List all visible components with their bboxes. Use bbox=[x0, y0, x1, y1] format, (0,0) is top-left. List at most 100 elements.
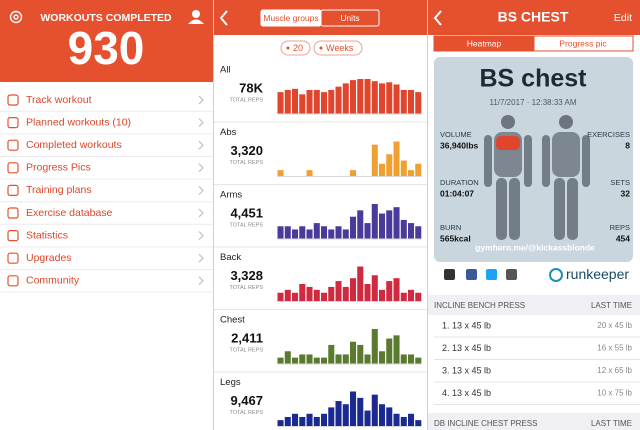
bar bbox=[379, 404, 386, 427]
summary-card bbox=[434, 57, 633, 262]
menu-item[interactable]: Upgrades bbox=[26, 252, 72, 264]
total-caption: TOTAL REPS bbox=[229, 97, 263, 103]
bar bbox=[400, 416, 407, 427]
divider bbox=[213, 0, 214, 430]
settings-icon[interactable] bbox=[9, 10, 23, 24]
tab[interactable] bbox=[320, 9, 380, 27]
bar bbox=[342, 83, 349, 114]
menu-icon bbox=[7, 139, 19, 151]
menu-item[interactable]: Planned workouts (10) bbox=[26, 116, 131, 128]
stat-value: 8 bbox=[625, 140, 630, 150]
set-entry[interactable]: 4. 13 x 45 lb bbox=[442, 388, 491, 398]
filter-pill[interactable] bbox=[313, 40, 363, 56]
menu-item[interactable]: Community bbox=[26, 275, 80, 287]
set-entry[interactable]: 3. 13 x 45 lb bbox=[442, 365, 491, 375]
menu-item[interactable]: Track workout bbox=[26, 94, 92, 106]
bar bbox=[284, 351, 291, 364]
last-set: 20 x 45 lb bbox=[597, 321, 632, 330]
edit-button[interactable]: Edit bbox=[614, 12, 632, 24]
bar bbox=[350, 216, 357, 239]
bar bbox=[350, 391, 357, 427]
brand-logo bbox=[549, 268, 563, 282]
bar bbox=[335, 401, 342, 427]
bar bbox=[393, 207, 400, 239]
total-caption: TOTAL REPS bbox=[229, 160, 263, 166]
stat-label: DURATION bbox=[440, 178, 479, 187]
bar bbox=[292, 88, 299, 114]
bar bbox=[328, 89, 335, 114]
bar bbox=[306, 413, 313, 427]
workout-name: BS chest bbox=[480, 65, 588, 93]
bar bbox=[357, 210, 364, 239]
back-button[interactable] bbox=[433, 10, 442, 26]
chevron bbox=[198, 231, 204, 241]
bar bbox=[328, 407, 335, 427]
bar bbox=[379, 163, 386, 177]
figure-torso bbox=[552, 132, 580, 177]
figure-leg bbox=[496, 178, 507, 240]
shoulders bbox=[188, 19, 204, 24]
bar bbox=[364, 79, 371, 114]
figure-head bbox=[559, 115, 573, 129]
section-header bbox=[428, 295, 640, 315]
bar bbox=[277, 420, 284, 427]
bar bbox=[386, 281, 393, 302]
bar bbox=[335, 281, 342, 302]
chevron bbox=[198, 185, 204, 195]
bar bbox=[400, 292, 407, 302]
set-entry[interactable]: 1. 13 x 45 lb bbox=[442, 320, 491, 330]
share-icon[interactable] bbox=[506, 269, 517, 280]
bar bbox=[313, 289, 320, 302]
bar bbox=[292, 413, 299, 427]
set-entry[interactable]: 2. 13 x 45 lb bbox=[442, 343, 491, 353]
bar bbox=[321, 292, 328, 302]
chart-total: 9,467 bbox=[230, 393, 263, 408]
bar bbox=[284, 89, 291, 114]
bar bbox=[371, 81, 378, 114]
menu-item[interactable]: Exercise database bbox=[26, 207, 113, 219]
bar bbox=[313, 416, 320, 427]
bar bbox=[350, 170, 357, 177]
share-icon[interactable] bbox=[466, 269, 477, 280]
stat-value: 565kcal bbox=[440, 233, 471, 243]
filter-pill[interactable] bbox=[280, 40, 311, 56]
figure-head bbox=[501, 115, 515, 129]
menu-item[interactable]: Statistics bbox=[26, 229, 68, 241]
bar bbox=[386, 154, 393, 177]
bar bbox=[335, 226, 342, 239]
chart-total: 2,411 bbox=[231, 330, 263, 345]
bar bbox=[364, 410, 371, 427]
bar bbox=[277, 357, 284, 364]
chevron bbox=[198, 253, 204, 263]
chart-label: Chest bbox=[220, 315, 245, 326]
bar bbox=[313, 89, 320, 114]
filter-label: 20 bbox=[293, 43, 303, 53]
watermark: gymhero.me/@kickassblonde bbox=[475, 242, 595, 252]
gear bbox=[9, 10, 23, 24]
chart-label: Legs bbox=[220, 377, 241, 388]
bar bbox=[284, 416, 291, 427]
profile-icon[interactable] bbox=[188, 10, 204, 24]
menu-item[interactable]: Progress Pics bbox=[26, 162, 91, 174]
bar bbox=[371, 329, 378, 364]
back-button[interactable] bbox=[219, 10, 228, 26]
chart-label: Arms bbox=[220, 190, 242, 201]
share-icon[interactable] bbox=[486, 269, 497, 280]
share-icon[interactable] bbox=[444, 269, 455, 280]
last-set: 10 x 75 lb bbox=[597, 389, 632, 398]
figure-leg bbox=[567, 178, 578, 240]
chart-total: 78K bbox=[239, 80, 263, 95]
tab[interactable] bbox=[533, 35, 634, 52]
menu-icon bbox=[7, 116, 19, 129]
filter-label: Weeks bbox=[326, 43, 354, 53]
chart-label: Back bbox=[220, 252, 241, 263]
menu-item[interactable]: Training plans bbox=[26, 184, 92, 196]
bar bbox=[408, 223, 415, 239]
brand-name: runkeeper bbox=[566, 266, 629, 282]
bar bbox=[342, 404, 349, 427]
stat-value: 01:04:07 bbox=[440, 188, 474, 198]
figure-arm bbox=[582, 135, 590, 187]
bar bbox=[306, 89, 313, 114]
menu-item[interactable]: Completed workouts bbox=[26, 139, 122, 151]
bar bbox=[415, 357, 422, 364]
